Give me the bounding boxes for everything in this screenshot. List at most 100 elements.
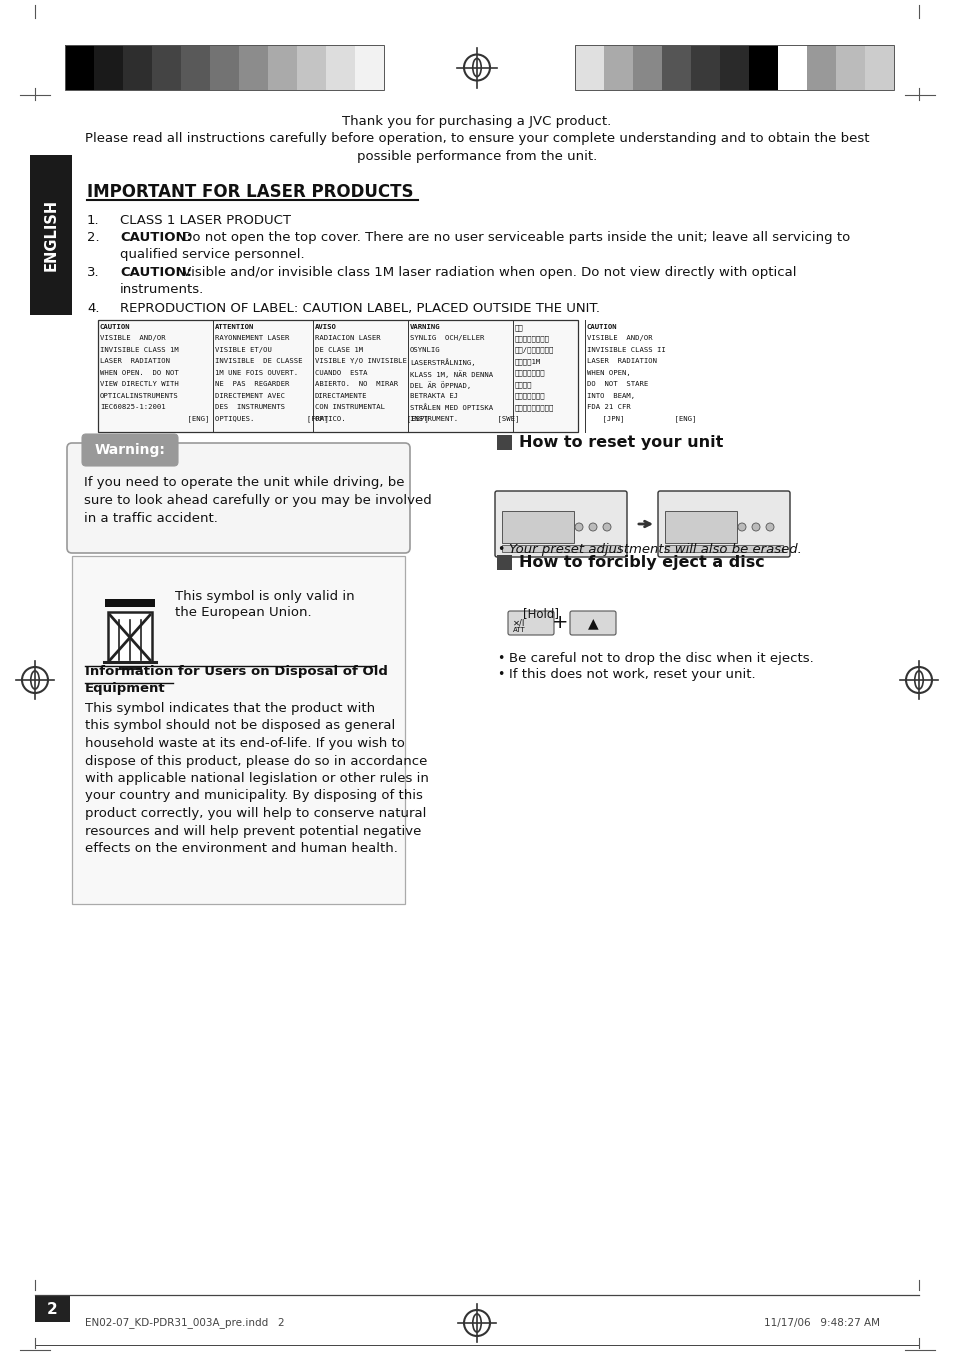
Text: DO  NOT  STARE: DO NOT STARE: [586, 381, 648, 387]
Bar: [575, 45, 603, 91]
Circle shape: [751, 523, 760, 531]
Text: 1.: 1.: [87, 214, 99, 227]
FancyBboxPatch shape: [569, 611, 616, 635]
Text: INVISIBLE CLASS 1M: INVISIBLE CLASS 1M: [100, 347, 178, 353]
Text: ATT: ATT: [513, 627, 525, 633]
Text: INTO  BEAM,: INTO BEAM,: [586, 392, 635, 399]
Text: CAUTION: CAUTION: [586, 324, 617, 330]
Circle shape: [588, 523, 597, 531]
Text: ATTENTION: ATTENTION: [214, 324, 254, 330]
Text: ABIERTO.  NO  MIRAR: ABIERTO. NO MIRAR: [314, 381, 397, 387]
Text: 出ます。: 出ます。: [515, 381, 532, 388]
Text: DEL ÄR ÖPPNAD,: DEL ÄR ÖPPNAD,: [410, 381, 471, 389]
Bar: [326, 45, 355, 91]
Text: Warning:: Warning:: [94, 443, 165, 457]
Text: 2.: 2.: [87, 231, 99, 243]
Circle shape: [738, 523, 745, 531]
Bar: [664, 545, 782, 552]
Text: Please read all instructions carefully before operation, to ensure your complete: Please read all instructions carefully b…: [85, 132, 868, 145]
Text: LASER  RADIATION: LASER RADIATION: [100, 358, 170, 364]
Text: CAUTION: CAUTION: [100, 324, 131, 330]
Text: CON INSTRUMENTAL: CON INSTRUMENTAL: [314, 404, 385, 410]
Text: the European Union.: the European Union.: [174, 606, 312, 619]
Text: CUANDO  ESTA: CUANDO ESTA: [314, 369, 367, 376]
Text: Do not open the top cover. There are no user serviceable parts inside the unit; : Do not open the top cover. There are no …: [178, 231, 849, 243]
Text: •: •: [497, 652, 504, 665]
Bar: [720, 45, 748, 91]
Text: 1M UNE FOIS OUVERT.: 1M UNE FOIS OUVERT.: [214, 369, 297, 376]
Bar: [748, 45, 778, 91]
Bar: [65, 45, 94, 91]
Bar: [105, 599, 154, 607]
Text: AVISO: AVISO: [314, 324, 336, 330]
Bar: [181, 45, 210, 91]
Bar: [71, 556, 405, 904]
Text: BETRAKTA EJ: BETRAKTA EJ: [410, 392, 457, 399]
Text: VIEW DIRECTLY WITH: VIEW DIRECTLY WITH: [100, 381, 178, 387]
Bar: [98, 320, 578, 433]
Bar: [835, 45, 864, 91]
Text: +: +: [551, 612, 568, 631]
Text: OSYNLIG: OSYNLIG: [410, 347, 440, 353]
Text: RAYONNEMENT LASER: RAYONNEMENT LASER: [214, 335, 289, 342]
Text: FDA 21 CFR: FDA 21 CFR: [586, 404, 630, 410]
Text: [JPN]: [JPN]: [515, 415, 623, 422]
Text: If this does not work, reset your unit.: If this does not work, reset your unit.: [509, 668, 755, 681]
Text: WHEN OPEN,: WHEN OPEN,: [586, 369, 630, 376]
Text: Thank you for purchasing a JVC product.: Thank you for purchasing a JVC product.: [342, 115, 611, 128]
Circle shape: [602, 523, 610, 531]
FancyBboxPatch shape: [507, 611, 554, 635]
Text: instruments.: instruments.: [120, 283, 204, 296]
Text: 3.: 3.: [87, 266, 99, 279]
Text: 2: 2: [47, 1302, 57, 1317]
Text: VISIBLE  AND/OR: VISIBLE AND/OR: [586, 335, 652, 342]
Bar: [661, 45, 690, 91]
Bar: [239, 45, 268, 91]
Text: How to forcibly eject a disc: How to forcibly eject a disc: [518, 556, 764, 571]
Text: Be careful not to drop the disc when it ejects.: Be careful not to drop the disc when it …: [509, 652, 813, 665]
Text: VISIBLE Y/O INVISIBLE: VISIBLE Y/O INVISIBLE: [314, 358, 406, 364]
FancyBboxPatch shape: [658, 491, 789, 557]
Text: ▲: ▲: [587, 617, 598, 630]
Bar: [864, 45, 893, 91]
Text: DIRECTAMENTE: DIRECTAMENTE: [314, 392, 367, 399]
Text: Equipment: Equipment: [85, 681, 166, 695]
Text: CLASS 1 LASER PRODUCT: CLASS 1 LASER PRODUCT: [120, 214, 291, 227]
Bar: [152, 45, 181, 91]
Text: INVISIBLE CLASS II: INVISIBLE CLASS II: [586, 347, 665, 353]
Text: This symbol indicates that the product with
this symbol should not be disposed a: This symbol indicates that the product w…: [85, 702, 429, 854]
Text: [ENG]: [ENG]: [100, 415, 209, 422]
Text: IEC60825-1:2001: IEC60825-1:2001: [100, 404, 166, 410]
Text: INVISIBLE  DE CLASSE: INVISIBLE DE CLASSE: [214, 358, 302, 364]
Circle shape: [765, 523, 773, 531]
Text: ENGLISH: ENGLISH: [44, 199, 58, 270]
Bar: [603, 45, 633, 91]
Text: [ENG]: [ENG]: [586, 415, 696, 422]
Bar: [806, 45, 835, 91]
Text: VISIBLE ET/OU: VISIBLE ET/OU: [214, 347, 272, 353]
Bar: [778, 45, 806, 91]
FancyBboxPatch shape: [82, 434, 178, 466]
Bar: [501, 511, 574, 544]
FancyBboxPatch shape: [495, 491, 626, 557]
Text: のクラス1M: のクラス1M: [515, 358, 540, 365]
Bar: [501, 545, 619, 552]
Text: This symbol is only valid in: This symbol is only valid in: [174, 589, 355, 603]
Text: STRÅLEN MED OPTISKA: STRÅLEN MED OPTISKA: [410, 404, 493, 411]
Text: CAUTION:: CAUTION:: [120, 231, 192, 243]
Text: •: •: [497, 668, 504, 681]
Text: 11/17/06   9:48:27 AM: 11/17/06 9:48:27 AM: [763, 1318, 879, 1328]
Text: •: •: [497, 544, 504, 556]
Bar: [94, 45, 123, 91]
Bar: [690, 45, 720, 91]
Text: 見ないでください。: 見ないでください。: [515, 404, 554, 411]
Circle shape: [575, 523, 582, 531]
Text: RADIACION LASER: RADIACION LASER: [314, 335, 380, 342]
Text: Information for Users on Disposal of Old: Information for Users on Disposal of Old: [85, 665, 392, 677]
Bar: [497, 435, 512, 450]
Text: DE CLASE 1M: DE CLASE 1M: [314, 347, 363, 353]
Bar: [633, 45, 661, 91]
Text: [Hold]: [Hold]: [522, 607, 558, 621]
Text: OPTICALINSTRUMENTS: OPTICALINSTRUMENTS: [100, 392, 178, 399]
Bar: [35, 1297, 70, 1322]
